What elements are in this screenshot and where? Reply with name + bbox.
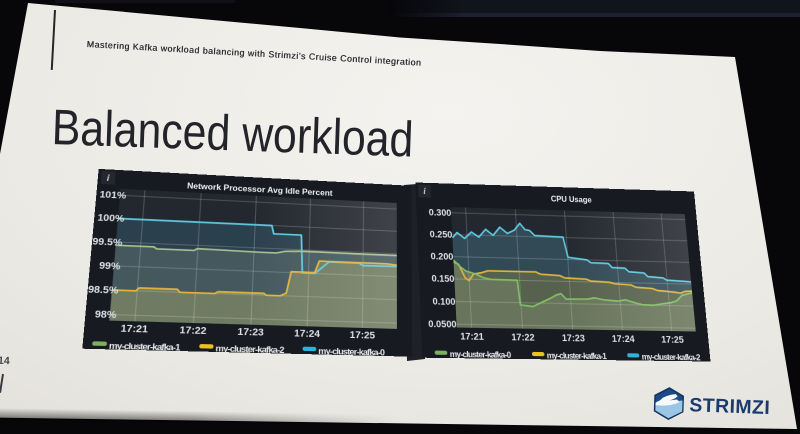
svg-text:0.300: 0.300	[429, 207, 452, 218]
svg-text:my-cluster-kafka-2: my-cluster-kafka-2	[641, 352, 701, 361]
svg-text:17:25: 17:25	[661, 334, 684, 345]
svg-text:my-cluster-kafka-1: my-cluster-kafka-1	[109, 340, 181, 352]
svg-text:0.150: 0.150	[431, 273, 454, 284]
svg-text:17:25: 17:25	[350, 330, 376, 342]
svg-text:0.0500: 0.0500	[428, 318, 457, 329]
svg-text:17:24: 17:24	[611, 333, 635, 344]
svg-text:0.100: 0.100	[432, 296, 455, 307]
svg-text:100%: 100%	[97, 213, 125, 225]
svg-text:17:22: 17:22	[179, 325, 207, 337]
svg-text:CPU Usage: CPU Usage	[551, 194, 593, 204]
svg-text:17:23: 17:23	[562, 333, 586, 344]
svg-text:my-cluster-kafka-1: my-cluster-kafka-1	[546, 351, 607, 361]
svg-text:98.5%: 98.5%	[88, 284, 120, 296]
svg-text:99.5%: 99.5%	[92, 236, 123, 248]
svg-text:0.200: 0.200	[430, 251, 453, 262]
svg-text:17:22: 17:22	[511, 332, 535, 343]
svg-text:my-cluster-kafka-0: my-cluster-kafka-0	[450, 349, 512, 360]
svg-text:98%: 98%	[94, 309, 117, 321]
svg-text:0.250: 0.250	[429, 229, 452, 240]
svg-text:i: i	[423, 186, 426, 196]
svg-text:17:21: 17:21	[120, 323, 149, 335]
svg-text:my-cluster-kafka-0: my-cluster-kafka-0	[318, 346, 385, 357]
svg-text:17:23: 17:23	[237, 327, 264, 339]
svg-text:my-cluster-kafka-2: my-cluster-kafka-2	[215, 343, 284, 355]
svg-text:17:21: 17:21	[460, 331, 484, 342]
svg-text:i: i	[106, 173, 110, 183]
svg-text:99%: 99%	[99, 260, 121, 272]
svg-text:101%: 101%	[99, 190, 127, 202]
svg-text:17:24: 17:24	[294, 328, 321, 340]
